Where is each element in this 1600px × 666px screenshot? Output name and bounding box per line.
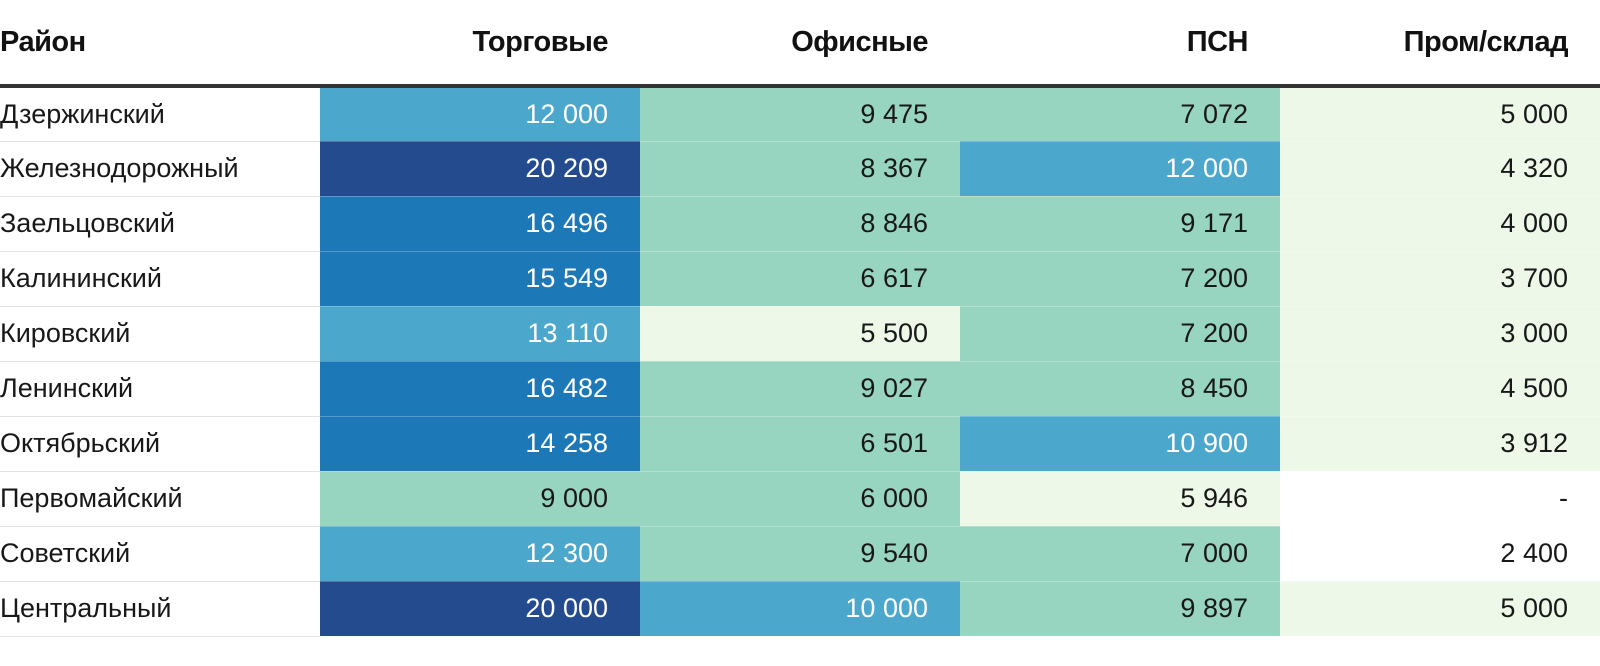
- value-cell-psn: 12 000: [960, 141, 1280, 197]
- value-cell-office: 6 617: [640, 251, 960, 307]
- value-cell-psn: 8 450: [960, 361, 1280, 417]
- value-cell-industrial: 3 912: [1280, 416, 1600, 472]
- value-cell-psn: 7 200: [960, 306, 1280, 362]
- value-cell-office: 6 501: [640, 416, 960, 472]
- district-name-cell: Ленинский: [0, 361, 320, 417]
- district-name-cell: Октябрьский: [0, 416, 320, 472]
- table-row: Ленинский 16 482 9 027 8 450 4 500: [0, 361, 1600, 417]
- table-row: Дзержинский 12 000 9 475 7 072 5 000: [0, 86, 1600, 142]
- value-cell-office: 9 027: [640, 361, 960, 417]
- value-cell-industrial: 5 000: [1280, 581, 1600, 637]
- value-cell-office: 10 000: [640, 581, 960, 637]
- table-row: Центральный 20 000 10 000 9 897 5 000: [0, 581, 1600, 637]
- value-cell-office: 8 846: [640, 196, 960, 252]
- district-name-cell: Дзержинский: [0, 86, 320, 142]
- value-cell-office: 9 540: [640, 526, 960, 582]
- value-cell-psn: 9 897: [960, 581, 1280, 637]
- column-header-industrial[interactable]: Пром/склад: [1280, 0, 1600, 88]
- value-cell-industrial: -: [1280, 471, 1600, 527]
- value-cell-psn: 10 900: [960, 416, 1280, 472]
- heatmap-table-container: Район Торговые Офисные ПСН Пром/склад Дз…: [0, 0, 1600, 637]
- value-cell-industrial: 4 500: [1280, 361, 1600, 417]
- table-row: Октябрьский 14 258 6 501 10 900 3 912: [0, 416, 1600, 472]
- district-name-cell: Заельцовский: [0, 196, 320, 252]
- value-cell-psn: 7 072: [960, 86, 1280, 142]
- column-header-psn[interactable]: ПСН: [960, 0, 1280, 88]
- value-cell-psn: 7 200: [960, 251, 1280, 307]
- district-name-cell: Советский: [0, 526, 320, 582]
- value-cell-office: 9 475: [640, 86, 960, 142]
- value-cell-industrial: 4 320: [1280, 141, 1600, 197]
- value-cell-industrial: 4 000: [1280, 196, 1600, 252]
- value-cell-retail: 12 000: [320, 86, 640, 142]
- value-cell-industrial: 3 700: [1280, 251, 1600, 307]
- district-name-cell: Железнодорожный: [0, 141, 320, 197]
- value-cell-retail: 20 209: [320, 141, 640, 197]
- value-cell-industrial: 3 000: [1280, 306, 1600, 362]
- value-cell-industrial: 5 000: [1280, 86, 1600, 142]
- district-name-cell: Калининский: [0, 251, 320, 307]
- table-row: Железнодорожный 20 209 8 367 12 000 4 320: [0, 141, 1600, 197]
- value-cell-office: 5 500: [640, 306, 960, 362]
- district-name-cell: Первомайский: [0, 471, 320, 527]
- value-cell-retail: 12 300: [320, 526, 640, 582]
- table-row: Калининский 15 549 6 617 7 200 3 700: [0, 251, 1600, 307]
- table-header-row: Район Торговые Офисные ПСН Пром/склад: [0, 0, 1600, 88]
- district-name-cell: Кировский: [0, 306, 320, 362]
- value-cell-psn: 5 946: [960, 471, 1280, 527]
- column-header-district[interactable]: Район: [0, 0, 320, 88]
- table-row: Кировский 13 110 5 500 7 200 3 000: [0, 306, 1600, 362]
- value-cell-retail: 20 000: [320, 581, 640, 637]
- value-cell-psn: 7 000: [960, 526, 1280, 582]
- table-row: Заельцовский 16 496 8 846 9 171 4 000: [0, 196, 1600, 252]
- column-header-office[interactable]: Офисные: [640, 0, 960, 88]
- value-cell-psn: 9 171: [960, 196, 1280, 252]
- value-cell-industrial: 2 400: [1280, 526, 1600, 582]
- table-row: Советский 12 300 9 540 7 000 2 400: [0, 526, 1600, 582]
- district-name-cell: Центральный: [0, 581, 320, 637]
- price-heatmap-table: Район Торговые Офисные ПСН Пром/склад Дз…: [0, 0, 1600, 637]
- value-cell-retail: 14 258: [320, 416, 640, 472]
- value-cell-office: 6 000: [640, 471, 960, 527]
- table-body: Дзержинский 12 000 9 475 7 072 5 000 Железнод…: [0, 86, 1600, 637]
- value-cell-retail: 16 496: [320, 196, 640, 252]
- value-cell-retail: 9 000: [320, 471, 640, 527]
- value-cell-retail: 13 110: [320, 306, 640, 362]
- value-cell-retail: 16 482: [320, 361, 640, 417]
- column-header-retail[interactable]: Торговые: [320, 0, 640, 88]
- value-cell-retail: 15 549: [320, 251, 640, 307]
- table-row: Первомайский 9 000 6 000 5 946-: [0, 471, 1600, 527]
- value-cell-office: 8 367: [640, 141, 960, 197]
